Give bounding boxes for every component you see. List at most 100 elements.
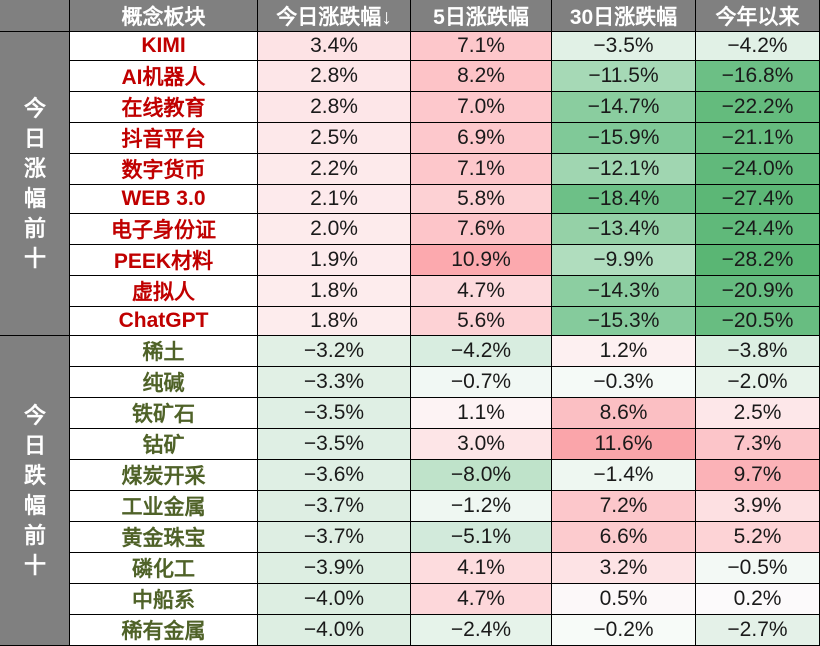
group-label-char: 今 bbox=[23, 95, 46, 121]
sector-name[interactable]: KIMI bbox=[69, 31, 258, 61]
today-change-cell: −3.7% bbox=[257, 490, 411, 522]
table-row[interactable]: AI机器人 2.8% 8.2% −11.5% −16.8% bbox=[1, 60, 820, 92]
group-label-char: 十 bbox=[23, 552, 46, 578]
ytd-change-cell: −21.1% bbox=[695, 122, 820, 154]
ytd-change-cell: −4.2% bbox=[695, 31, 820, 61]
header-30day-change[interactable]: 30日涨跌幅 bbox=[551, 0, 696, 32]
today-change-cell: 2.8% bbox=[257, 60, 411, 92]
table-row[interactable]: 磷化工 −3.9% 4.1% 3.2% −0.5% bbox=[1, 552, 820, 584]
thirty-day-change-cell: −11.5% bbox=[551, 60, 696, 92]
ytd-change-cell: −3.8% bbox=[695, 335, 820, 367]
ytd-change-cell: 9.7% bbox=[695, 459, 820, 491]
table-row[interactable]: 钴矿 −3.5% 3.0% 11.6% 7.3% bbox=[1, 428, 820, 460]
thirty-day-change-cell: 11.6% bbox=[551, 428, 696, 460]
today-change-cell: −3.6% bbox=[257, 459, 411, 491]
sector-name[interactable]: ChatGPT bbox=[69, 306, 258, 336]
today-change-cell: −3.7% bbox=[257, 521, 411, 553]
sector-name[interactable]: 煤炭开采 bbox=[69, 459, 258, 491]
thirty-day-change-cell: −3.5% bbox=[551, 31, 696, 61]
header-concept-sector[interactable]: 概念板块 bbox=[69, 0, 258, 32]
thirty-day-change-cell: −0.2% bbox=[551, 614, 696, 646]
sector-name[interactable]: PEEK材料 bbox=[69, 244, 258, 276]
thirty-day-change-cell: 6.6% bbox=[551, 521, 696, 553]
table-row[interactable]: 煤炭开采 −3.6% −8.0% −1.4% 9.7% bbox=[1, 459, 820, 491]
table-row[interactable]: 工业金属 −3.7% −1.2% 7.2% 3.9% bbox=[1, 490, 820, 522]
group-label-top-losers: 今日跌幅前十 bbox=[0, 335, 70, 646]
table-row[interactable]: 虚拟人 1.8% 4.7% −14.3% −20.9% bbox=[1, 275, 820, 307]
sector-name[interactable]: 稀有金属 bbox=[69, 614, 258, 646]
five-day-change-cell: −5.1% bbox=[410, 521, 552, 553]
five-day-change-cell: 6.9% bbox=[410, 122, 552, 154]
today-change-cell: 2.8% bbox=[257, 91, 411, 123]
sector-name[interactable]: AI机器人 bbox=[69, 60, 258, 92]
table-row[interactable]: 在线教育 2.8% 7.0% −14.7% −22.2% bbox=[1, 91, 820, 123]
today-change-cell: 1.8% bbox=[257, 306, 411, 336]
thirty-day-change-cell: 3.2% bbox=[551, 552, 696, 584]
sector-name[interactable]: 电子身份证 bbox=[69, 213, 258, 245]
thirty-day-change-cell: 1.2% bbox=[551, 335, 696, 367]
group-label-char: 十 bbox=[23, 245, 46, 271]
thirty-day-change-cell: 8.6% bbox=[551, 397, 696, 429]
sector-name[interactable]: 在线教育 bbox=[69, 91, 258, 123]
five-day-change-cell: 1.1% bbox=[410, 397, 552, 429]
table-row[interactable]: 电子身份证 2.0% 7.6% −13.4% −24.4% bbox=[1, 213, 820, 245]
sector-name[interactable]: 铁矿石 bbox=[69, 397, 258, 429]
table-row[interactable]: 今日涨幅前十 KIMI 3.4% 7.1% −3.5% −4.2% bbox=[0, 31, 820, 336]
group-label-char: 跌 bbox=[23, 462, 46, 488]
ytd-change-cell: −28.2% bbox=[695, 244, 820, 276]
sector-name[interactable]: 钴矿 bbox=[69, 428, 258, 460]
table-row[interactable]: PEEK材料 1.9% 10.9% −9.9% −28.2% bbox=[1, 244, 820, 276]
today-change-cell: 2.2% bbox=[257, 153, 411, 185]
table-row[interactable]: 纯碱 −3.3% −0.7% −0.3% −2.0% bbox=[1, 366, 820, 398]
five-day-change-cell: −1.2% bbox=[410, 490, 552, 522]
ytd-change-cell: −22.2% bbox=[695, 91, 820, 123]
thirty-day-change-cell: −12.1% bbox=[551, 153, 696, 185]
sector-name[interactable]: 抖音平台 bbox=[69, 122, 258, 154]
ytd-change-cell: −16.8% bbox=[695, 60, 820, 92]
today-change-cell: −3.5% bbox=[257, 428, 411, 460]
sector-name[interactable]: 虚拟人 bbox=[69, 275, 258, 307]
ytd-change-cell: −0.5% bbox=[695, 552, 820, 584]
five-day-change-cell: 7.0% bbox=[410, 91, 552, 123]
ytd-change-cell: −2.7% bbox=[695, 614, 820, 646]
five-day-change-cell: 8.2% bbox=[410, 60, 552, 92]
table-row[interactable]: WEB 3.0 2.1% 5.8% −18.4% −27.4% bbox=[1, 184, 820, 214]
table-row[interactable]: 稀有金属 −4.0% −2.4% −0.2% −2.7% bbox=[1, 614, 820, 646]
ytd-change-cell: −20.5% bbox=[695, 306, 820, 336]
sector-name[interactable]: 纯碱 bbox=[69, 366, 258, 398]
group-label-char: 幅 bbox=[23, 185, 46, 211]
table-row[interactable]: ChatGPT 1.8% 5.6% −15.3% −20.5% bbox=[1, 306, 820, 336]
table-row[interactable]: 抖音平台 2.5% 6.9% −15.9% −21.1% bbox=[1, 122, 820, 154]
ytd-change-cell: 5.2% bbox=[695, 521, 820, 553]
today-change-cell: 1.9% bbox=[257, 244, 411, 276]
group-label-char: 日 bbox=[23, 125, 46, 151]
sector-name[interactable]: WEB 3.0 bbox=[69, 184, 258, 214]
today-change-cell: 2.0% bbox=[257, 213, 411, 245]
sector-name[interactable]: 稀土 bbox=[69, 335, 258, 367]
five-day-change-cell: 10.9% bbox=[410, 244, 552, 276]
table-row[interactable]: 今日跌幅前十稀土 −3.2% −4.2% 1.2% −3.8% bbox=[0, 335, 820, 646]
group-label-char: 日 bbox=[23, 432, 46, 458]
header-5day-change[interactable]: 5日涨跌幅 bbox=[410, 0, 552, 32]
thirty-day-change-cell: −1.4% bbox=[551, 459, 696, 491]
group-label-char: 幅 bbox=[23, 492, 46, 518]
sector-name[interactable]: 磷化工 bbox=[69, 552, 258, 584]
today-change-cell: 3.4% bbox=[257, 31, 411, 61]
table-row[interactable]: 黄金珠宝 −3.7% −5.1% 6.6% 5.2% bbox=[1, 521, 820, 553]
ytd-change-cell: −2.0% bbox=[695, 366, 820, 398]
today-change-cell: 2.1% bbox=[257, 184, 411, 214]
five-day-change-cell: 7.6% bbox=[410, 213, 552, 245]
ytd-change-cell: 7.3% bbox=[695, 428, 820, 460]
five-day-change-cell: 7.1% bbox=[410, 153, 552, 185]
sector-name[interactable]: 工业金属 bbox=[69, 490, 258, 522]
table-row[interactable]: 铁矿石 −3.5% 1.1% 8.6% 2.5% bbox=[1, 397, 820, 429]
header-ytd-change[interactable]: 今年以来 bbox=[695, 0, 820, 32]
table-row[interactable]: 数字货币 2.2% 7.1% −12.1% −24.0% bbox=[1, 153, 820, 185]
ytd-change-cell: −24.0% bbox=[695, 153, 820, 185]
thirty-day-change-cell: −13.4% bbox=[551, 213, 696, 245]
sector-name[interactable]: 数字货币 bbox=[69, 153, 258, 185]
today-change-cell: −3.3% bbox=[257, 366, 411, 398]
header-today-change-sorted[interactable]: 今日涨跌幅↓ bbox=[257, 0, 411, 32]
ytd-change-cell: 3.9% bbox=[695, 490, 820, 522]
sector-name[interactable]: 黄金珠宝 bbox=[69, 521, 258, 553]
